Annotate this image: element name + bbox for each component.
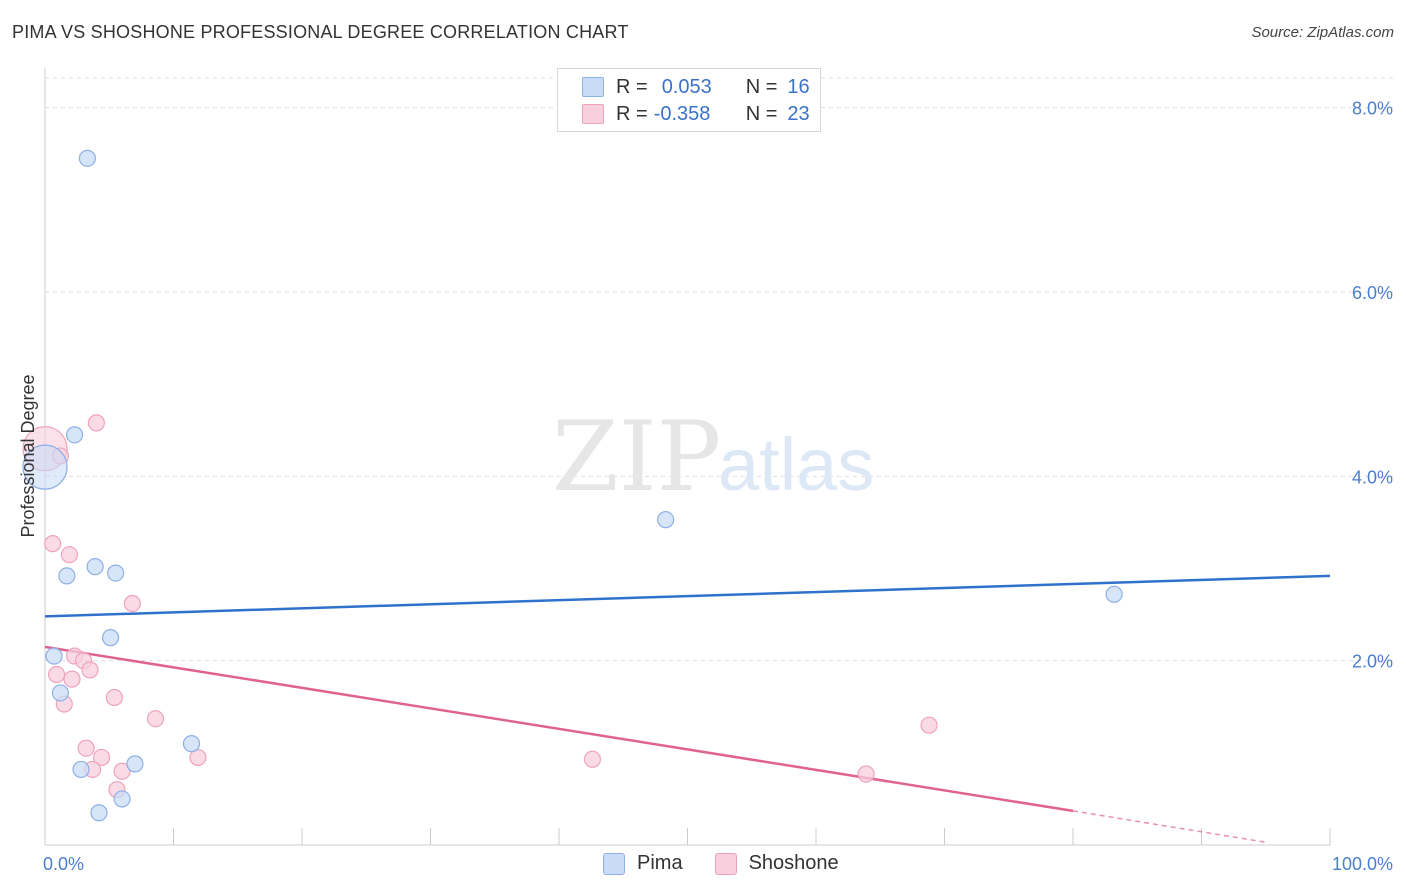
- shoshone-point[interactable]: [92, 748, 111, 767]
- shoshone-point[interactable]: [920, 716, 938, 734]
- x-tick-label-min: 0.0%: [43, 854, 84, 874]
- pima-point[interactable]: [45, 647, 63, 665]
- shoshone-legend-label: Shoshone: [748, 852, 839, 874]
- pima-point[interactable]: [182, 735, 201, 753]
- shoshone-legend-swatch: [714, 852, 737, 875]
- shoshone-point[interactable]: [87, 414, 106, 432]
- pima-point[interactable]: [657, 511, 675, 529]
- series-legend-shoshone[interactable]: Shoshone: [714, 852, 839, 875]
- pima-n-value: 16: [787, 75, 810, 98]
- shoshone-point[interactable]: [60, 546, 79, 564]
- grid-layer: [45, 77, 1393, 662]
- shoshone-r-label: R =: [616, 102, 648, 125]
- shoshone-point[interactable]: [77, 739, 95, 757]
- trend-layer: [44, 574, 1331, 843]
- pima-point[interactable]: [90, 804, 108, 822]
- pima-point[interactable]: [58, 567, 76, 585]
- pima-point[interactable]: [51, 684, 70, 702]
- shoshone-point[interactable]: [113, 762, 131, 780]
- pima-point[interactable]: [86, 558, 104, 576]
- shoshone-point[interactable]: [583, 750, 602, 768]
- shoshone-point[interactable]: [44, 535, 62, 553]
- pima-point[interactable]: [126, 755, 144, 773]
- shoshone-point[interactable]: [63, 670, 81, 688]
- pima-r-label: R =: [616, 75, 648, 98]
- axis-layer: 2.0% 4.0% 6.0% 8.0% 0.0% 100.0%: [43, 68, 1393, 874]
- pima-legend-swatch: [603, 852, 625, 875]
- shoshone-point[interactable]: [105, 688, 123, 707]
- y-tick-label: 4.0%: [1352, 467, 1393, 487]
- shoshone-trend-extension: [1072, 810, 1266, 843]
- shoshone-r-value: -0.358: [653, 102, 711, 125]
- shoshone-swatch: [582, 104, 604, 124]
- x-tick-label-max: 100.0%: [1332, 854, 1393, 874]
- shoshone-point[interactable]: [81, 661, 99, 679]
- series-legend: Pima Shoshone: [603, 852, 871, 875]
- pima-trend-line: [44, 574, 1331, 618]
- watermark-zip: ZIP: [552, 401, 721, 513]
- shoshone-point[interactable]: [146, 710, 165, 728]
- y-tick-label: 8.0%: [1352, 99, 1393, 119]
- shoshone-n-value: 23: [787, 102, 810, 125]
- legend-row-shoshone: R = -0.358 N = 23: [582, 101, 810, 127]
- pima-point[interactable]: [22, 444, 68, 490]
- shoshone-n-label: N =: [745, 102, 778, 125]
- watermark: ZIP atlas: [552, 401, 874, 513]
- pima-legend-label: Pima: [637, 852, 683, 874]
- chart-source: Source: ZipAtlas.com: [1251, 24, 1394, 41]
- pima-n-label: N =: [745, 75, 778, 98]
- pima-point[interactable]: [107, 564, 125, 582]
- pima-swatch: [582, 77, 604, 97]
- pima-point[interactable]: [72, 760, 90, 779]
- shoshone-trend-line: [44, 645, 1074, 813]
- shoshone-point[interactable]: [123, 594, 141, 613]
- points-layer: [22, 149, 1123, 822]
- shoshone-point[interactable]: [189, 748, 207, 767]
- pima-point[interactable]: [113, 790, 131, 808]
- watermark-atlas: atlas: [718, 423, 874, 506]
- pima-r-value: 0.053: [661, 75, 712, 98]
- pima-point[interactable]: [101, 629, 120, 647]
- pima-point[interactable]: [1105, 585, 1123, 603]
- series-legend-pima[interactable]: Pima: [603, 852, 683, 875]
- legend-row-pima: R = 0.053 N = 16: [582, 74, 810, 100]
- y-tick-label: 2.0%: [1352, 652, 1393, 672]
- y-axis-label: Professional Degree: [18, 374, 38, 537]
- pima-point[interactable]: [65, 426, 84, 444]
- shoshone-point[interactable]: [857, 765, 875, 783]
- y-tick-label: 6.0%: [1352, 283, 1393, 303]
- pima-point[interactable]: [78, 149, 97, 167]
- chart-title: PIMA VS SHOSHONE PROFESSIONAL DEGREE COR…: [12, 22, 629, 42]
- shoshone-point[interactable]: [47, 665, 66, 684]
- correlation-legend: R = 0.053 N = 16 R = -0.358 N = 23: [557, 68, 821, 132]
